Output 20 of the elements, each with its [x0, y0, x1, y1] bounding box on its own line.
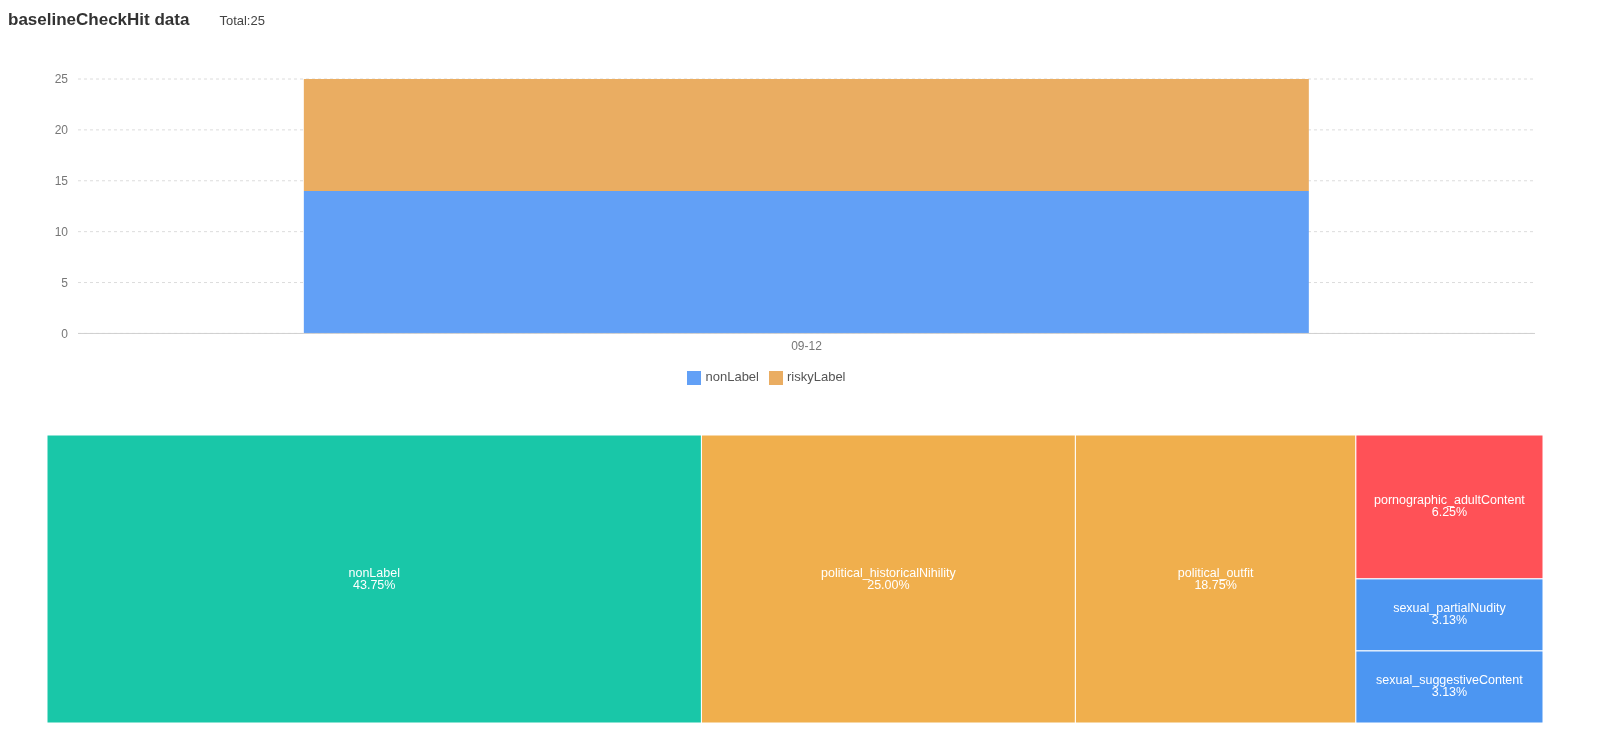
y-tick-label: 25	[54, 72, 69, 87]
category-label: pornographic_adultContent	[1374, 493, 1526, 508]
chart-title: baselineCheckHit data	[8, 10, 190, 30]
y-tick-label: 20	[54, 123, 69, 138]
y-tick-label: 15	[54, 174, 69, 189]
data-label: 25.00%	[867, 577, 910, 592]
category-label: sexual_suggestiveContent	[1376, 673, 1524, 688]
data-label: 18.75%	[1194, 577, 1237, 592]
data-label: 43.75%	[353, 577, 396, 592]
category-label: nonLabel	[348, 565, 400, 580]
legend-label: nonLabel	[705, 369, 759, 385]
category-label: political_outfit	[1177, 565, 1255, 580]
x-tick-label: 09-12	[791, 338, 823, 353]
chart-subtitle: Total:25	[219, 13, 265, 28]
category-label: political_historicalNihility	[821, 565, 957, 580]
legend-label: riskyLabel	[786, 369, 846, 385]
y-tick-label: 0	[61, 326, 69, 341]
y-tick-label: 10	[54, 224, 69, 239]
y-tick-label: 5	[61, 275, 69, 290]
category-label: sexual_partialNudity	[1393, 601, 1507, 616]
